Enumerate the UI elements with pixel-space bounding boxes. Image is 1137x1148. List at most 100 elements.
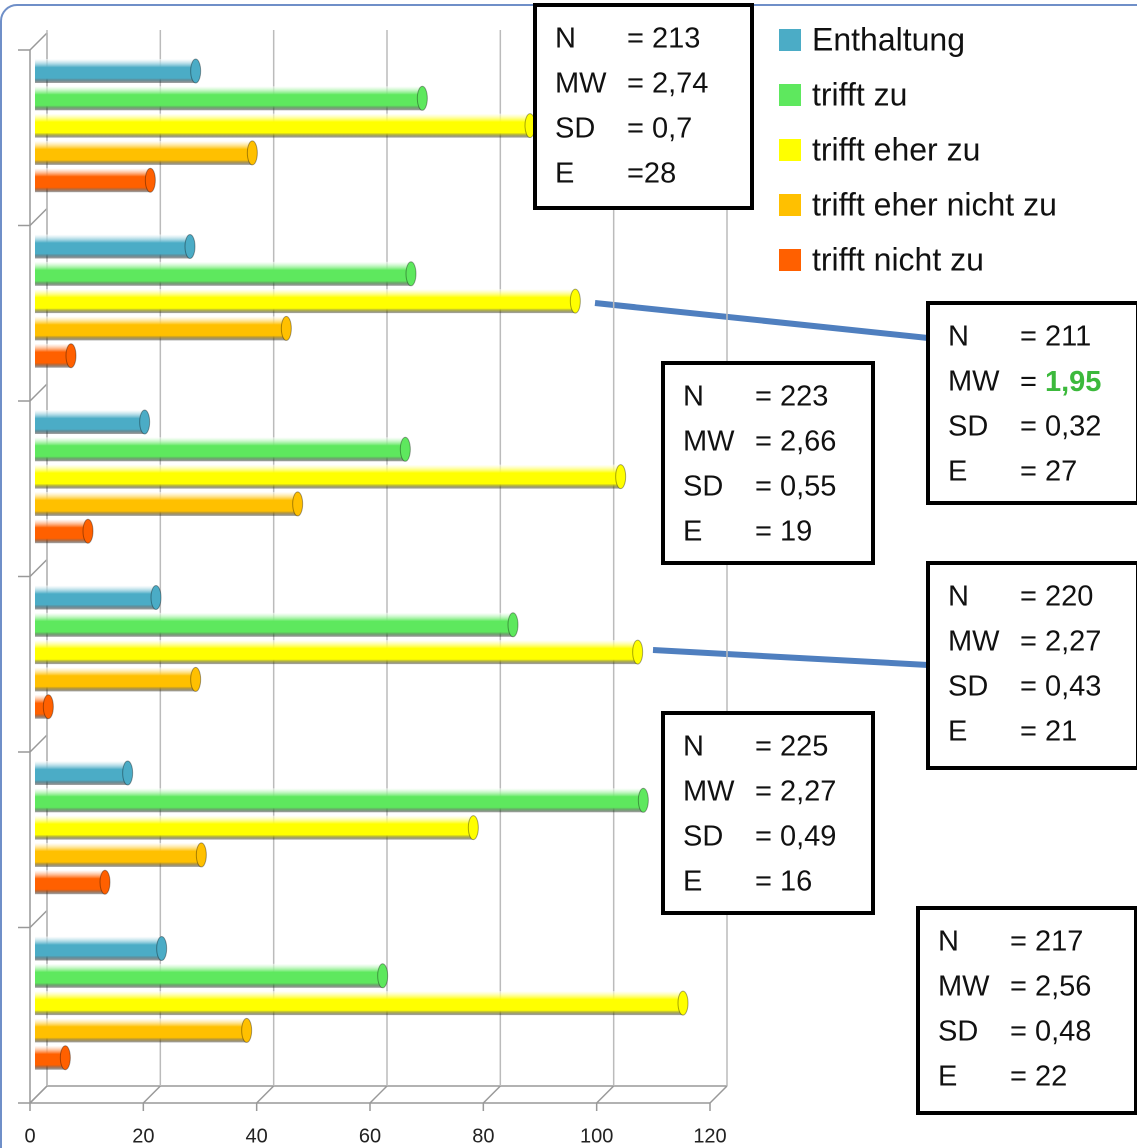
x-tick-label: 100 bbox=[580, 1125, 613, 1147]
category-separator bbox=[29, 909, 48, 929]
bar-cap bbox=[82, 518, 94, 544]
annotation-value: = 22 bbox=[1010, 1061, 1067, 1093]
annotation-value: = 217 bbox=[1010, 926, 1083, 958]
bar bbox=[35, 343, 77, 369]
tick-mark bbox=[29, 1085, 48, 1104]
bar-body bbox=[35, 343, 71, 368]
annotation-value: = 225 bbox=[755, 731, 828, 763]
bar-cap bbox=[292, 491, 304, 517]
annotation-value: = 211 bbox=[1020, 321, 1091, 353]
bar bbox=[35, 990, 689, 1016]
bar-body bbox=[35, 410, 145, 434]
bar-body bbox=[35, 234, 190, 259]
legend-swatch bbox=[779, 249, 801, 271]
annotation-value: = 0,32 bbox=[1020, 411, 1101, 443]
annotation-key: MW bbox=[938, 971, 990, 1003]
bar-body bbox=[35, 261, 411, 286]
bar-body bbox=[35, 168, 151, 193]
annotation-value: = 0,49 bbox=[755, 821, 836, 853]
bar-cap bbox=[615, 464, 627, 490]
bar-body bbox=[35, 667, 196, 692]
bar bbox=[35, 261, 417, 287]
annotation-box bbox=[926, 301, 1137, 505]
bar-body bbox=[35, 437, 406, 462]
annotation-value: = 1,95 bbox=[1020, 366, 1101, 398]
bar bbox=[35, 842, 207, 868]
annotation-key: SD bbox=[948, 671, 988, 703]
bar bbox=[35, 760, 134, 786]
legend-label: Enthaltung bbox=[812, 21, 965, 57]
annotation-value: = 2,66 bbox=[755, 426, 836, 458]
bar-body bbox=[35, 761, 128, 785]
legend-label: trifft eher nicht zu bbox=[812, 186, 1057, 222]
tick-mark bbox=[256, 1085, 275, 1104]
bar bbox=[35, 815, 479, 841]
bar bbox=[35, 234, 196, 259]
category-separator bbox=[29, 207, 48, 227]
bar-body bbox=[35, 59, 196, 83]
annotation-key: MW bbox=[683, 426, 735, 458]
bar-body bbox=[35, 113, 530, 138]
bar-body bbox=[35, 788, 644, 813]
bar-cap bbox=[632, 639, 644, 665]
annotation-value: =28 bbox=[627, 158, 676, 190]
annotation-box bbox=[661, 361, 875, 565]
legend-swatch bbox=[779, 84, 801, 106]
annotation-key: E bbox=[948, 716, 967, 748]
bar-cap bbox=[637, 787, 649, 813]
bar bbox=[35, 113, 536, 139]
annotation-value: = 21 bbox=[1020, 716, 1077, 748]
bar-body bbox=[35, 289, 576, 314]
tick-mark bbox=[596, 1085, 615, 1104]
bar-cap bbox=[190, 58, 202, 84]
category-separator bbox=[29, 558, 48, 578]
bar-body bbox=[35, 612, 513, 637]
bar bbox=[35, 639, 644, 665]
legend-label: trifft eher zu bbox=[812, 131, 980, 167]
x-tick-label: 80 bbox=[472, 1125, 494, 1147]
annotation-box bbox=[926, 561, 1137, 770]
bar bbox=[35, 1045, 71, 1071]
bar-cap bbox=[507, 612, 519, 638]
bar-body bbox=[35, 1018, 247, 1043]
x-tick-label: 120 bbox=[693, 1125, 726, 1147]
bar-cap bbox=[377, 963, 389, 989]
annotation-key: SD bbox=[948, 411, 988, 443]
annotation-key: MW bbox=[683, 776, 735, 808]
bar-body bbox=[35, 1045, 66, 1070]
annotation-value: = 2,27 bbox=[1020, 626, 1101, 658]
tick-mark bbox=[709, 1085, 728, 1104]
annotation-key: E bbox=[938, 1061, 957, 1093]
bar bbox=[35, 518, 94, 544]
bar-cap bbox=[122, 760, 134, 786]
bar-cap bbox=[405, 261, 417, 287]
bar-cap bbox=[677, 990, 689, 1016]
legend-label: trifft zu bbox=[812, 76, 907, 112]
annotation-key: MW bbox=[948, 626, 1000, 658]
annotation-key: E bbox=[683, 516, 702, 548]
x-tick-label: 60 bbox=[359, 1125, 381, 1147]
bar-cap bbox=[156, 936, 168, 961]
annotation-box bbox=[661, 711, 875, 915]
bar-body bbox=[35, 963, 383, 988]
category-separator bbox=[29, 734, 48, 753]
bar-body bbox=[35, 640, 638, 665]
annotation-key: E bbox=[555, 158, 574, 190]
connector bbox=[594, 300, 929, 341]
bar bbox=[35, 936, 168, 961]
bar-body bbox=[35, 870, 105, 895]
annotation-box bbox=[916, 906, 1137, 1115]
bar bbox=[35, 963, 389, 989]
annotation-value: = 220 bbox=[1020, 581, 1093, 613]
annotation-key: E bbox=[948, 456, 967, 488]
annotation-key: SD bbox=[683, 821, 723, 853]
annotation-value: = 2,74 bbox=[627, 68, 708, 100]
bar-cap bbox=[467, 815, 479, 841]
bar bbox=[35, 612, 519, 638]
bar-cap bbox=[399, 436, 411, 462]
bar-body bbox=[35, 464, 621, 489]
bar-cap bbox=[42, 694, 54, 720]
bar-cap bbox=[65, 343, 77, 369]
category-separator bbox=[29, 383, 48, 402]
bar bbox=[35, 315, 292, 341]
